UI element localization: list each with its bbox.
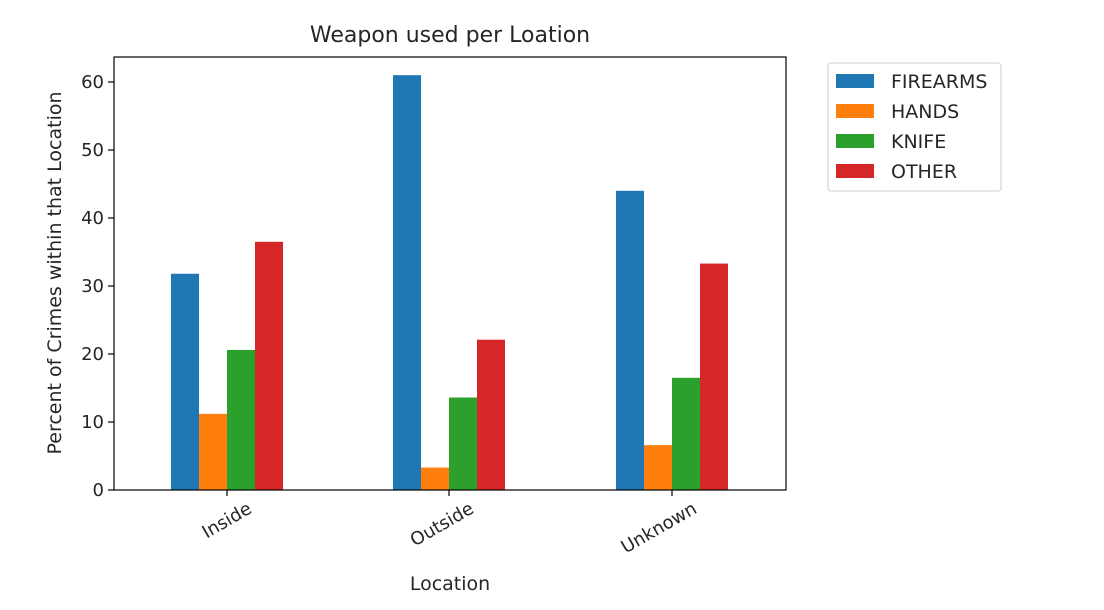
bar-other-inside <box>255 241 283 490</box>
y-tick-label: 60 <box>81 72 104 93</box>
legend-swatch-hands <box>836 104 874 118</box>
bar-other-outside <box>477 339 505 490</box>
bar-hands-unknown <box>644 445 672 490</box>
y-axis: 0 10 20 30 40 50 60 <box>81 72 114 501</box>
legend-frame <box>827 62 1002 192</box>
y-tick-label: 0 <box>93 480 104 501</box>
x-tick-label-inside: Inside <box>199 498 256 543</box>
y-tick-label: 20 <box>81 344 104 365</box>
x-tick-label-unknown: Unknown <box>618 498 701 558</box>
legend-swatch-firearms <box>836 74 874 88</box>
bar-hands-inside <box>199 413 227 490</box>
bar-hands-outside <box>421 467 449 490</box>
y-axis-label: Percent of Crimes within that Location <box>44 91 66 454</box>
bar-knife-outside <box>449 397 477 490</box>
x-axis-label: Location <box>410 573 490 595</box>
bar-firearms-outside <box>393 75 421 490</box>
plot-frame <box>113 56 787 491</box>
bar-firearms-inside <box>171 273 199 490</box>
bars-group <box>171 75 728 491</box>
legend-label-other: OTHER <box>891 161 957 183</box>
chart-title: Weapon used per Loation <box>310 23 590 48</box>
bar-firearms-unknown <box>616 190 644 491</box>
legend-label-knife: KNIFE <box>891 131 946 153</box>
x-tick-label-outside: Outside <box>407 498 478 551</box>
legend-label-hands: HANDS <box>891 101 959 123</box>
x-axis: Inside Outside Unknown <box>199 490 701 558</box>
bar-other-unknown <box>700 263 728 490</box>
legend: FIREARMS HANDS KNIFE OTHER <box>827 62 1002 192</box>
y-tick-label: 30 <box>81 276 104 297</box>
legend-swatch-knife <box>836 134 874 148</box>
y-tick-label: 50 <box>81 140 104 161</box>
legend-label-firearms: FIREARMS <box>891 71 987 93</box>
y-tick-label: 40 <box>81 208 104 229</box>
legend-swatch-other <box>836 164 874 178</box>
bar-knife-inside <box>227 349 255 490</box>
y-tick-label: 10 <box>81 412 104 433</box>
bar-knife-unknown <box>672 377 700 490</box>
